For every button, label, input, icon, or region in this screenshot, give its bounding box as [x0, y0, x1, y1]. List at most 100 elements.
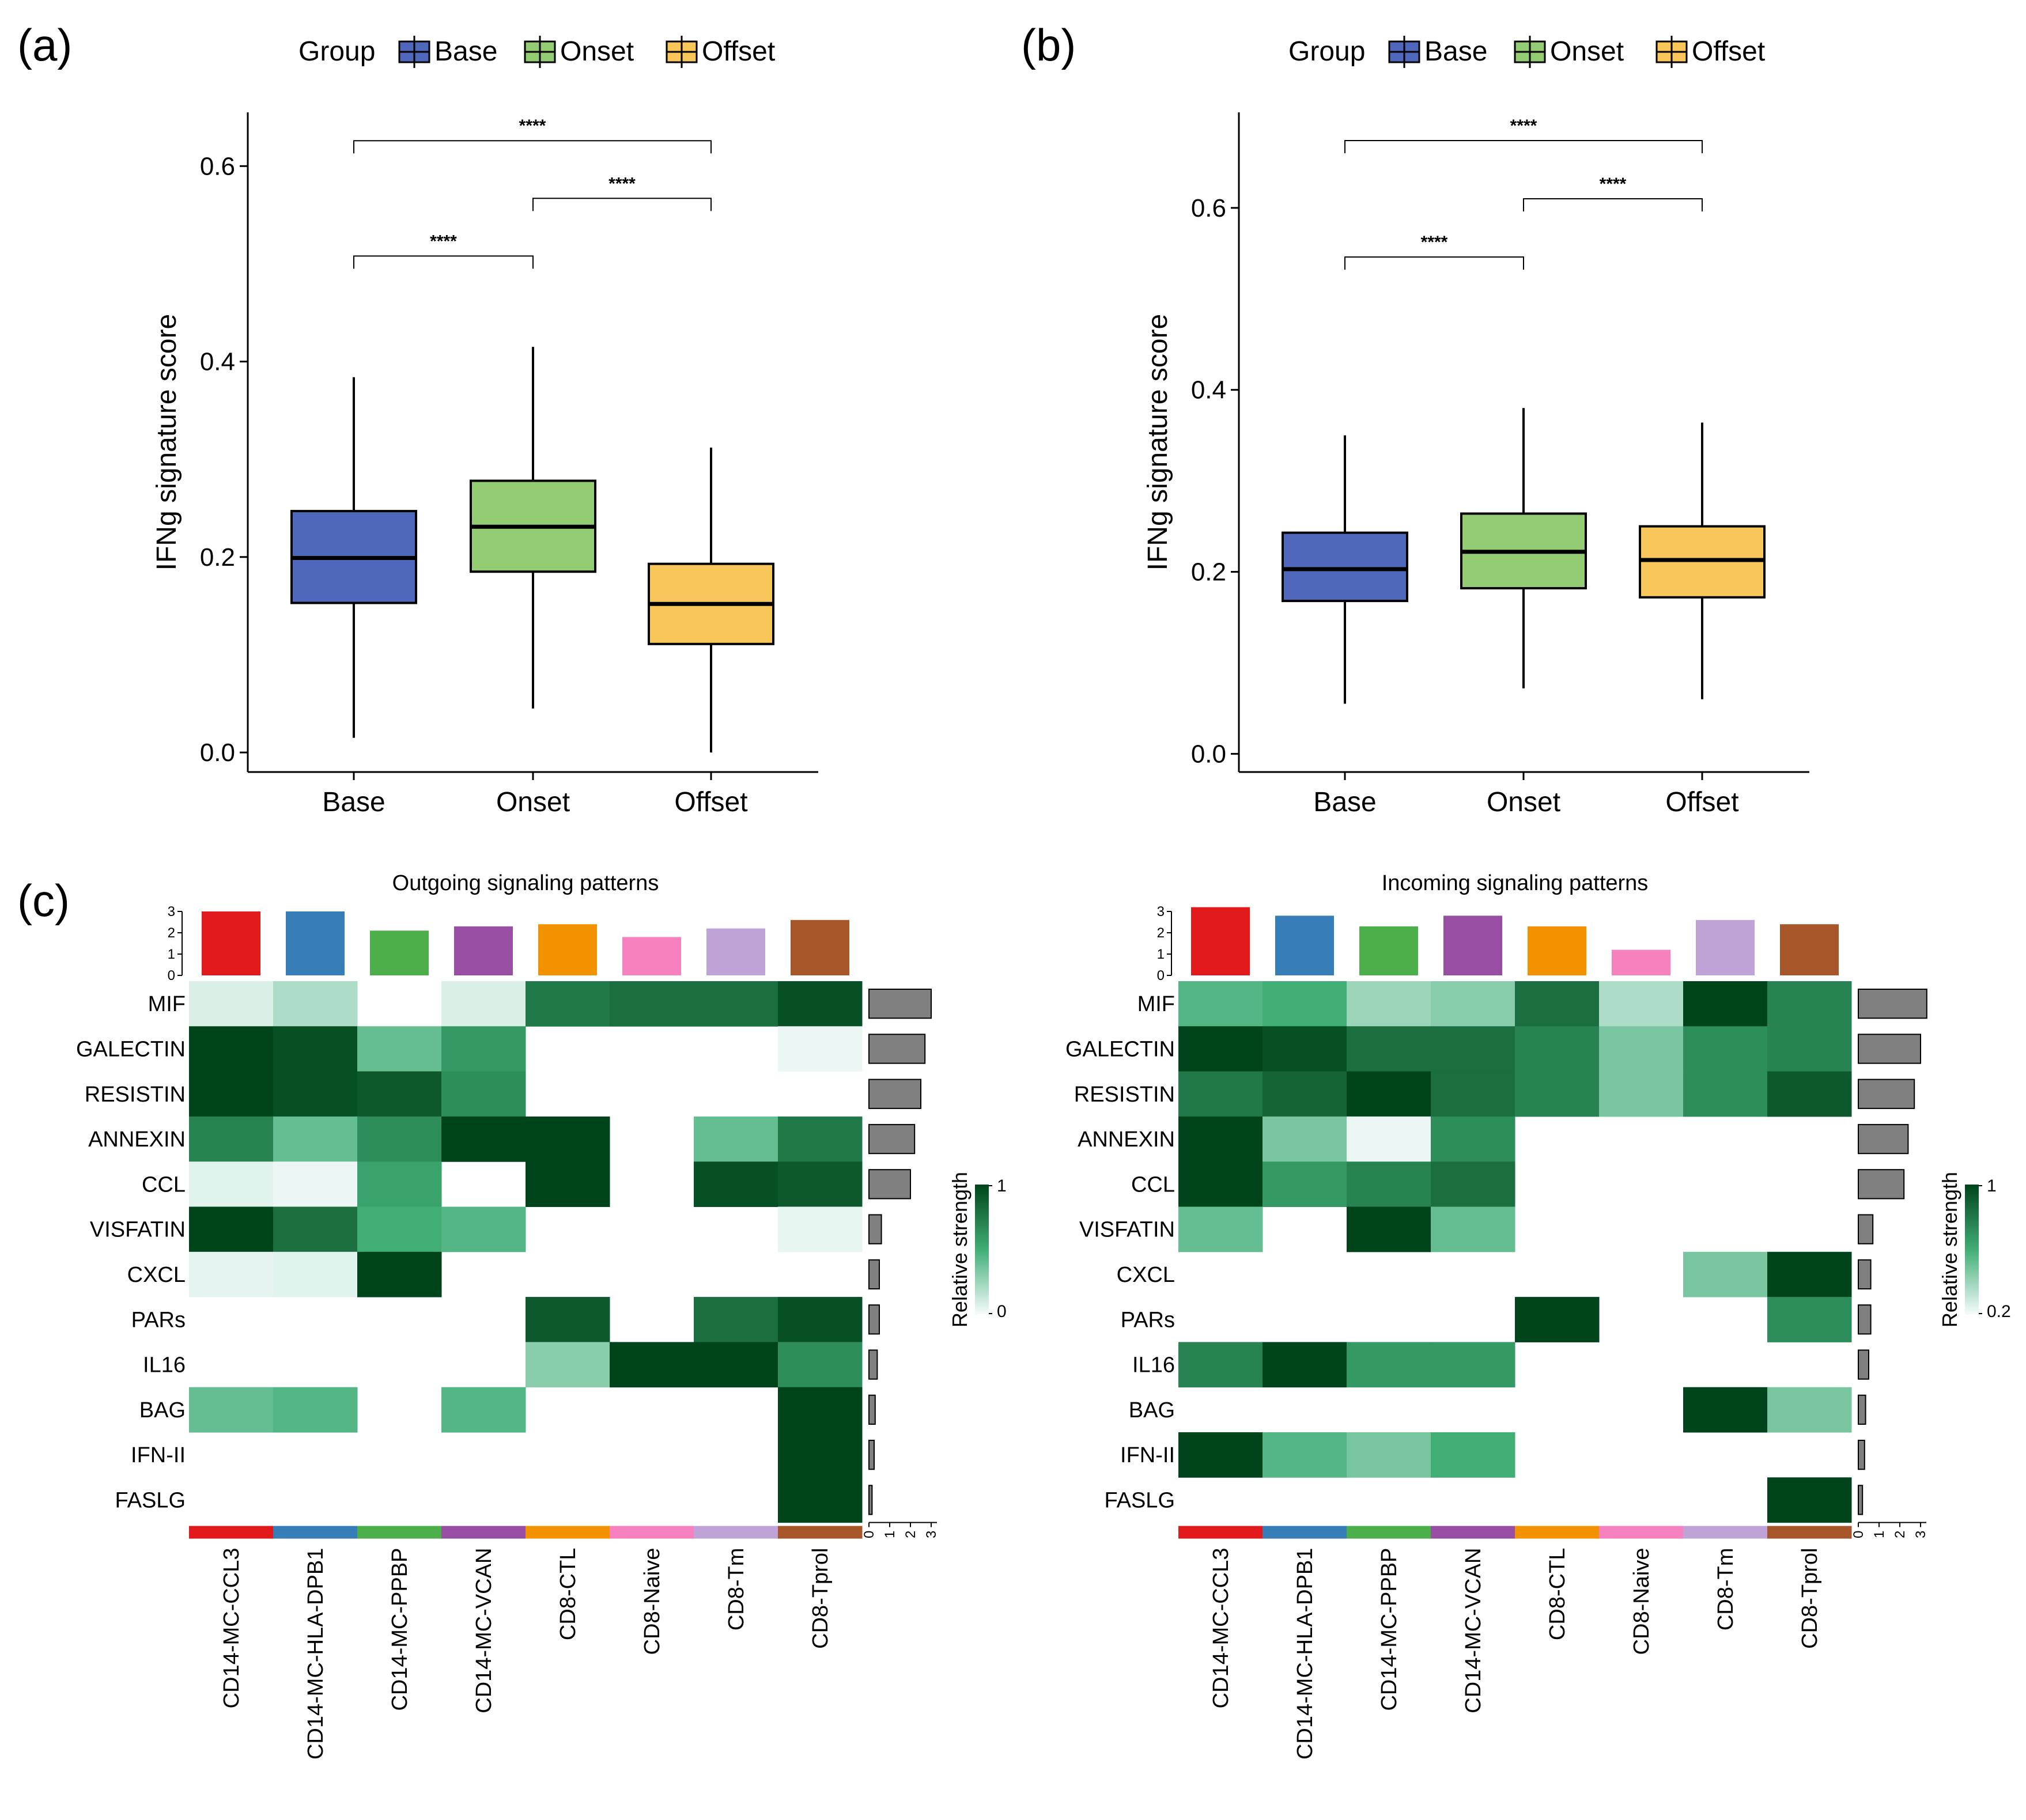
significance-label: ****	[1600, 175, 1627, 194]
heatmap-cell	[1178, 1161, 1263, 1207]
heatmap-cell	[1347, 1206, 1431, 1253]
heatmap-cell	[1431, 1116, 1515, 1162]
significance-label: ****	[430, 232, 457, 251]
legend-item: Onset	[524, 36, 634, 68]
column-label: CD8-Tprol	[808, 1548, 833, 1649]
heatmap-cell	[273, 1387, 358, 1433]
heatmap-cell	[1767, 1477, 1852, 1523]
heatmap-cell	[526, 1297, 610, 1342]
group-legend: Group Base Onset Offset	[1288, 36, 1765, 68]
heatmap-cell	[610, 981, 694, 1027]
heatmap-cell	[357, 1071, 442, 1117]
box-iqr	[1282, 531, 1408, 603]
column-total-bar	[1780, 924, 1839, 975]
heatmap-cell	[189, 1071, 274, 1117]
column-color-strip	[189, 1526, 274, 1539]
top-axis-label: 2	[168, 925, 175, 941]
heatmap-cell	[1347, 1161, 1431, 1207]
heatmap-cell	[778, 981, 863, 1027]
column-color-strip	[441, 1526, 526, 1539]
heatmap-cell	[189, 1116, 274, 1162]
legend-label: Onset	[1550, 36, 1624, 67]
heatmap-cell	[526, 981, 610, 1027]
heatmap-cell	[526, 1342, 610, 1388]
colorbar-title: Relative strength	[948, 1172, 972, 1327]
heatmap-cell	[694, 1161, 778, 1207]
column-label: CD14-MC-HLA-DPB1	[1293, 1548, 1317, 1760]
panel-label: (a)	[17, 20, 72, 70]
right-axis-label: 3	[924, 1531, 939, 1538]
heatmap-cell	[1178, 1342, 1263, 1388]
column-label: CD14-MC-HLA-DPB1	[304, 1548, 328, 1760]
right-axis-label: 3	[1913, 1531, 1929, 1538]
heatmap-cell	[1683, 981, 1768, 1027]
heatmap-cell	[778, 1297, 863, 1342]
heatmap-cell	[694, 1116, 778, 1162]
heatmap-cell	[1347, 1026, 1431, 1072]
row-total-bar	[1858, 1259, 1872, 1290]
heatmap-cell	[189, 981, 274, 1027]
column-color-strip	[694, 1526, 778, 1539]
heatmap-cell	[526, 1116, 610, 1162]
heatmap-cell	[694, 1297, 778, 1342]
heatmap-cell	[778, 1342, 863, 1388]
right-axis-label: 2	[1892, 1531, 1908, 1538]
column-total-bar	[1612, 949, 1670, 975]
significance-bracket: ****	[353, 232, 534, 269]
heatmap-cell	[441, 1071, 526, 1117]
heatmap-cell	[357, 1026, 442, 1072]
row-label: CXCL	[1117, 1263, 1175, 1287]
heatmap-cell	[1515, 981, 1600, 1027]
heatmap-cell	[1178, 1116, 1263, 1162]
heatmap-cell	[1767, 1071, 1852, 1117]
row-total-bar	[868, 1304, 880, 1335]
bracket-line	[1344, 256, 1524, 270]
colorbar-max-label: 1	[997, 1176, 1007, 1195]
legend-label: Onset	[560, 36, 634, 67]
column-total-bar	[1443, 915, 1502, 975]
x-tick-label: Offset	[1665, 787, 1738, 818]
heatmap-cell	[189, 1387, 274, 1433]
box-base	[290, 377, 417, 738]
row-label: MIF	[1137, 992, 1175, 1016]
heatmap-cell	[778, 1206, 863, 1253]
legend-label: Offset	[1692, 36, 1765, 67]
column-color-strip	[1263, 1526, 1347, 1539]
row-label: CXCL	[127, 1263, 186, 1287]
column-color-strip	[526, 1526, 610, 1539]
top-axis-label: 1	[168, 947, 175, 962]
heatmap-cell	[1431, 981, 1515, 1027]
heatmap-cell	[1347, 981, 1431, 1027]
heatmap-cell	[778, 1477, 863, 1523]
heatmap-cell	[1431, 1161, 1515, 1207]
y-tick-label: 0.4	[200, 348, 235, 376]
row-label: CCL	[1131, 1172, 1175, 1197]
heatmap-cell	[694, 1342, 778, 1388]
column-label: CD8-CTL	[556, 1548, 580, 1640]
column-color-strip	[1431, 1526, 1515, 1539]
row-label: IL16	[143, 1353, 186, 1378]
column-label: CD8-CTL	[1545, 1548, 1570, 1640]
row-label: IFN-II	[131, 1443, 186, 1467]
heatmap-cell	[1683, 1251, 1768, 1297]
heatmap-cell	[189, 1251, 274, 1297]
row-total-bar	[1858, 1485, 1864, 1515]
significance-bracket: ****	[1523, 175, 1703, 212]
row-total-bar	[868, 1349, 878, 1380]
bracket-line	[532, 198, 712, 211]
y-tick-label: 0.0	[1191, 740, 1226, 768]
row-label: PARs	[1121, 1308, 1175, 1332]
heatmap-cell	[1263, 1161, 1347, 1207]
bracket-line	[1344, 139, 1703, 153]
column-color-strip	[778, 1526, 863, 1539]
y-tick-label: 0.6	[1191, 194, 1226, 222]
significance-bracket: ****	[1344, 116, 1703, 153]
row-label: MIF	[148, 992, 186, 1016]
legend-item: Base	[1388, 36, 1487, 68]
heatmap-cell	[189, 1026, 274, 1072]
heatmap-cell	[441, 1206, 526, 1253]
column-label: CD14-MC-VCAN	[472, 1548, 496, 1713]
row-label: IFN-II	[1120, 1443, 1175, 1467]
box-onset	[1460, 408, 1587, 688]
row-label: FASLG	[1105, 1488, 1175, 1512]
